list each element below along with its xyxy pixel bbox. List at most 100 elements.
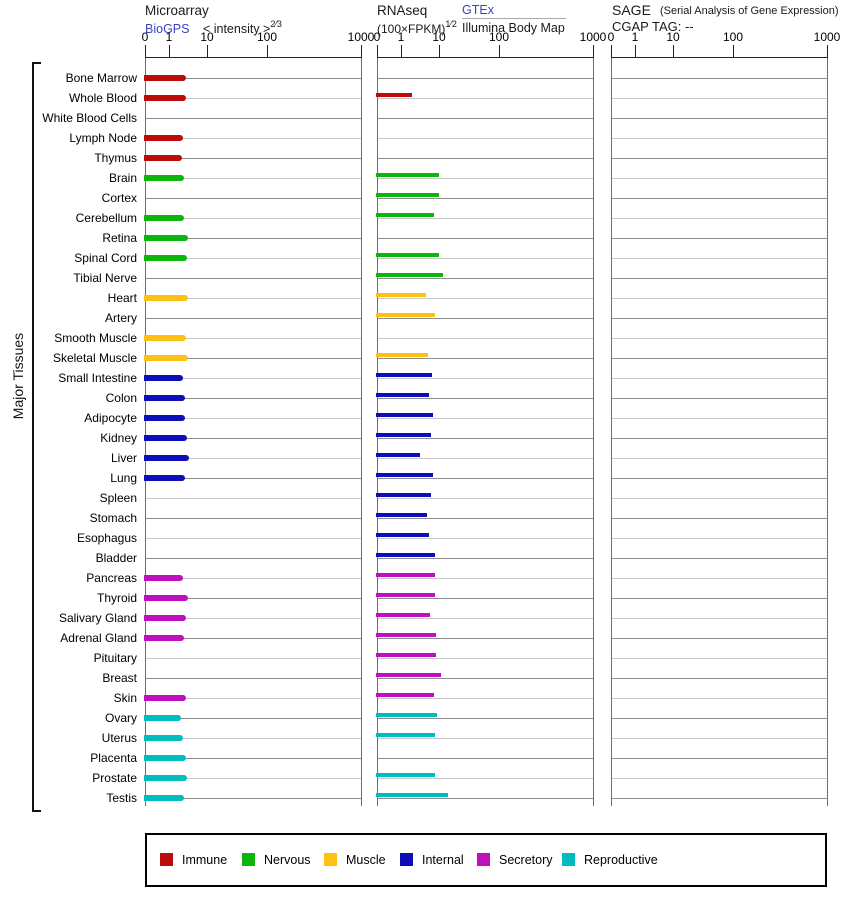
gridline-sage-artery [612, 318, 827, 319]
sage-title: SAGE [612, 2, 651, 18]
bar-rnaseq-testis [376, 793, 448, 797]
gridline-rnaseq-colon [378, 398, 593, 399]
axis-tick-label-microarray-100: 100 [256, 30, 278, 44]
gridline-sage-smooth-muscle [612, 338, 827, 339]
gridline-rnaseq-uterus [378, 738, 593, 739]
gridline-rnaseq-testis [378, 798, 593, 799]
bar-microarray-prostate [144, 775, 188, 781]
gridline-microarray-ovary [146, 718, 361, 719]
gridline-rnaseq-brain [378, 178, 593, 179]
gridline-rnaseq-heart [378, 298, 593, 299]
sage-tag-line: CGAP TAG: -- [612, 19, 694, 34]
tissue-label-breast: Breast [102, 671, 137, 685]
legend-label-nervous: Nervous [264, 853, 311, 867]
gridline-rnaseq-pituitary [378, 658, 593, 659]
gridline-sage-adipocyte [612, 418, 827, 419]
axis-tick-label-rnaseq-0: 0 [373, 30, 381, 44]
gridline-microarray-bone-marrow [146, 78, 361, 79]
gridline-rnaseq-salivary-gland [378, 618, 593, 619]
gridline-sage-testis [612, 798, 827, 799]
bar-microarray-ovary [144, 715, 181, 721]
axis-tick-label-microarray-0: 0 [141, 30, 149, 44]
gridline-microarray-spinal-cord [146, 258, 361, 259]
gridline-sage-pituitary [612, 658, 827, 659]
gridline-rnaseq-cortex [378, 198, 593, 199]
gridline-sage-bone-marrow [612, 78, 827, 79]
gridline-rnaseq-prostate [378, 778, 593, 779]
gridline-sage-stomach [612, 518, 827, 519]
tissue-label-white-blood-cells: White Blood Cells [42, 111, 137, 125]
axis-tick-rnaseq-100 [499, 45, 500, 57]
axis-tick-label-sage-100: 100 [722, 30, 744, 44]
gridline-rnaseq-esophagus [378, 538, 593, 539]
gridline-rnaseq-placenta [378, 758, 593, 759]
gridline-microarray-thyroid [146, 598, 361, 599]
gridline-microarray-brain [146, 178, 361, 179]
bar-microarray-heart [144, 295, 189, 301]
tissue-label-thyroid: Thyroid [96, 591, 137, 605]
sage-note: (Serial Analysis of Gene Expression) [660, 5, 839, 17]
bar-rnaseq-adrenal-gland [376, 633, 437, 637]
bar-rnaseq-whole-blood [376, 93, 413, 97]
gridline-rnaseq-whole-blood [378, 98, 593, 99]
tissue-label-kidney: Kidney [100, 431, 137, 445]
axis-tick-microarray-1 [169, 45, 170, 57]
axis-tick-label-sage-1000: 1000 [813, 30, 841, 44]
gridline-microarray-artery [146, 318, 361, 319]
legend-item-reproductive: Reproductive [562, 851, 658, 869]
gridline-sage-heart [612, 298, 827, 299]
gridline-microarray-esophagus [146, 538, 361, 539]
rnaseq-exponent: 1⁄2 [445, 19, 457, 29]
gridline-sage-lung [612, 478, 827, 479]
illumina-body-map-label: Illumina Body Map [462, 21, 565, 35]
gridline-microarray-whole-blood [146, 98, 361, 99]
gridline-rnaseq-artery [378, 318, 593, 319]
tissue-label-adrenal-gland: Adrenal Gland [60, 631, 137, 645]
tissue-label-skin: Skin [113, 691, 137, 705]
bar-microarray-adrenal-gland [144, 635, 184, 641]
gridline-rnaseq-thymus [378, 158, 593, 159]
gridline-microarray-adrenal-gland [146, 638, 361, 639]
gridline-sage-whole-blood [612, 98, 827, 99]
tissue-label-brain: Brain [108, 171, 137, 185]
axis-tick-label-microarray-1: 1 [165, 30, 173, 44]
axis-tick-rnaseq-1 [401, 45, 402, 57]
microarray-title: Microarray [145, 3, 209, 18]
axis-tick-microarray-0 [145, 45, 146, 57]
tissue-label-colon: Colon [105, 391, 137, 405]
legend-swatch-reproductive [562, 853, 575, 866]
legend-box: Immune Nervous Muscle Internal Secretory Repr… [145, 833, 827, 887]
gtex-link[interactable]: GTEx [462, 3, 494, 17]
bar-microarray-pancreas [144, 575, 184, 581]
gridline-sage-white-blood-cells [612, 118, 827, 119]
gridline-microarray-tibial-nerve [146, 278, 361, 279]
axis-tick-microarray-10 [207, 45, 208, 57]
tissue-label-adipocyte: Adipocyte [84, 411, 137, 425]
bar-microarray-adipocyte [144, 415, 185, 421]
axis-tick-microarray-100 [267, 45, 268, 57]
gridline-microarray-prostate [146, 778, 361, 779]
panel-right-border-sage [827, 58, 828, 806]
axis-tick-rnaseq-1000 [593, 45, 594, 57]
biogps-link[interactable]: BioGPS [145, 22, 190, 36]
bar-microarray-skin [144, 695, 187, 701]
gridline-rnaseq-adipocyte [378, 418, 593, 419]
gridline-microarray-small-intestine [146, 378, 361, 379]
gridline-microarray-heart [146, 298, 361, 299]
axis-baseline-rnaseq [377, 57, 594, 58]
tissue-label-placenta: Placenta [90, 751, 137, 765]
gridline-sage-ovary [612, 718, 827, 719]
gridline-sage-salivary-gland [612, 618, 827, 619]
rnaseq-scale-label: (100×FPKM) [377, 22, 446, 36]
gridline-microarray-breast [146, 678, 361, 679]
tissue-label-cerebellum: Cerebellum [75, 211, 137, 225]
axis-tick-sage-1000 [827, 45, 828, 57]
gridline-microarray-skeletal-muscle [146, 358, 361, 359]
tissue-label-bone-marrow: Bone Marrow [65, 71, 137, 85]
gridline-microarray-thymus [146, 158, 361, 159]
gridline-sage-colon [612, 398, 827, 399]
gridline-sage-prostate [612, 778, 827, 779]
gridline-rnaseq-breast [378, 678, 593, 679]
panel-right-border-microarray [361, 58, 362, 806]
